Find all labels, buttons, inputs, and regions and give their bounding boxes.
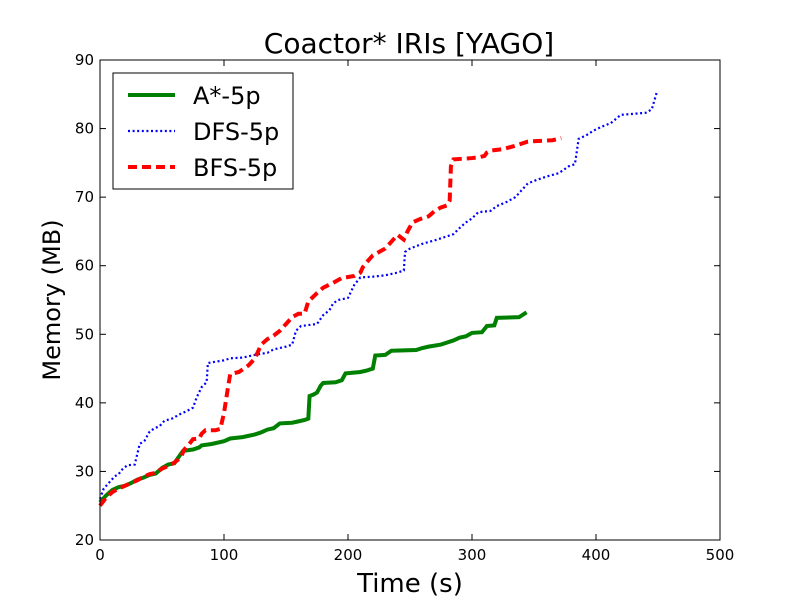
x-tick-label: 200 xyxy=(334,546,363,564)
legend: A*-5p DFS-5p BFS-5p xyxy=(112,72,294,190)
y-tick-label: 40 xyxy=(75,394,94,412)
legend-label: BFS-5p xyxy=(193,154,277,182)
y-tick-label: 70 xyxy=(75,188,94,206)
legend-label: A*-5p xyxy=(193,82,261,110)
y-axis-label: Memory (MB) xyxy=(38,219,66,380)
y-tick-label: 90 xyxy=(75,51,94,69)
x-tick-label: 400 xyxy=(582,546,611,564)
x-tick-label: 300 xyxy=(458,546,487,564)
chart-title: Coactor* IRIs [YAGO] xyxy=(264,27,554,60)
plot-lines xyxy=(98,91,658,507)
x-axis-label: Time (s) xyxy=(356,569,463,599)
x-tick-label: 500 xyxy=(706,546,735,564)
legend-label: DFS-5p xyxy=(193,118,279,146)
y-tick-label: 60 xyxy=(75,257,94,275)
series-line-dfs-5p xyxy=(98,91,658,500)
y-tick-label: 20 xyxy=(75,531,94,549)
y-tick-label: 80 xyxy=(75,120,94,138)
x-tick-label: 0 xyxy=(95,546,105,564)
x-tick-label: 100 xyxy=(210,546,239,564)
plot-area-frame xyxy=(99,59,721,541)
x-axis-ticks: 0 100 200 300 400 500 xyxy=(95,60,734,564)
y-tick-label: 50 xyxy=(75,325,94,343)
y-tick-label: 30 xyxy=(75,462,94,480)
series-line-bfs-5p xyxy=(98,136,562,507)
y-axis-ticks: 20 30 40 50 60 70 80 90 xyxy=(75,51,720,549)
